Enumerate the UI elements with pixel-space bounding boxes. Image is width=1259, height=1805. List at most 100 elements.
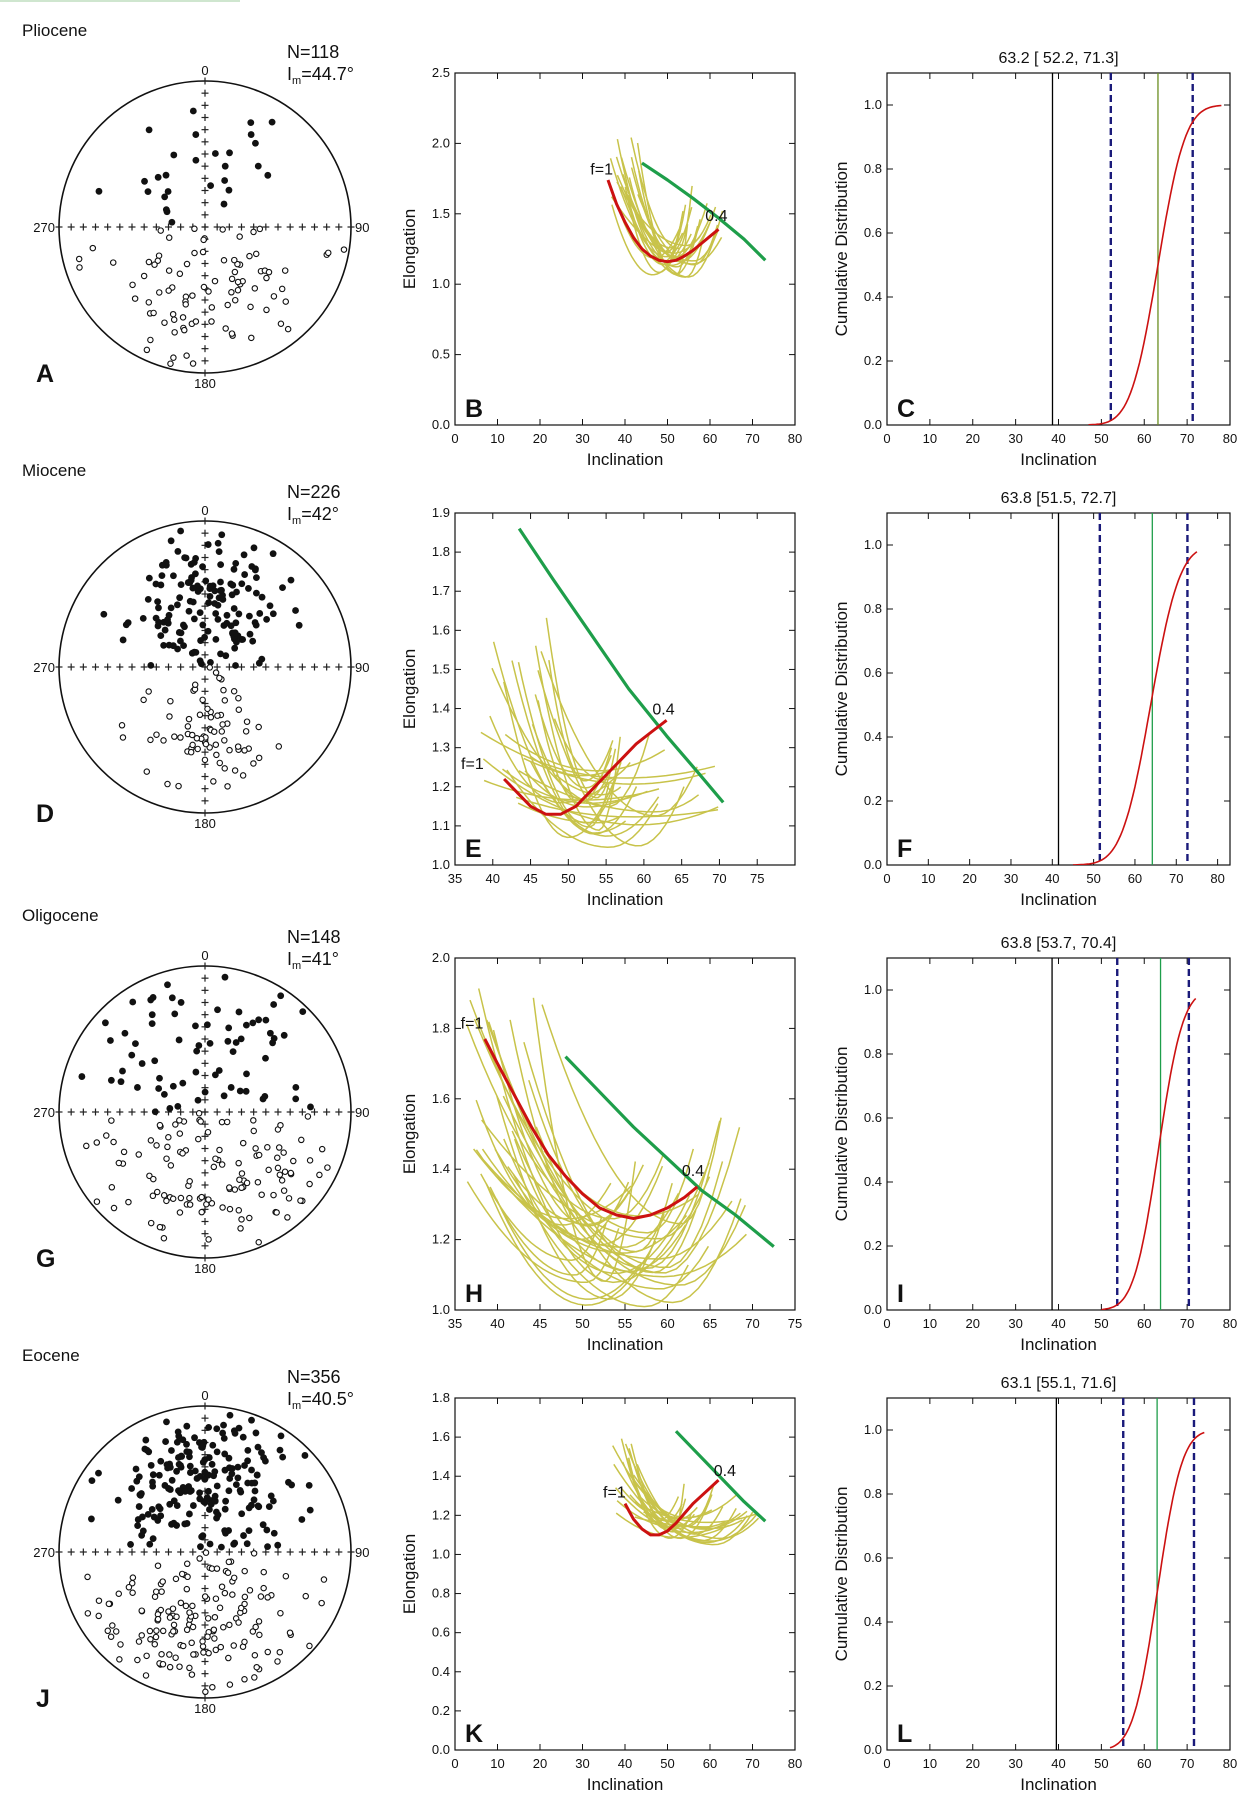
pole-point-open [280, 1149, 287, 1156]
pole-point-filled [147, 996, 155, 1004]
pole-point-filled [148, 1011, 156, 1019]
pole-point-filled [244, 1446, 252, 1454]
pole-point-open [205, 288, 212, 295]
pole-point-open [236, 1176, 243, 1183]
pole-point-filled [149, 1535, 157, 1543]
x-tick-label: 60 [637, 871, 651, 886]
x-tick-label: 45 [533, 1316, 547, 1331]
pole-point-open [163, 1197, 170, 1205]
pole-point-open [241, 1600, 248, 1608]
pole-point-open [284, 1214, 291, 1221]
best-fit-curve [623, 1479, 720, 1537]
pole-point-open [212, 1646, 220, 1654]
pole-point-open [176, 1130, 184, 1137]
bootstrap-curve [620, 186, 704, 278]
chart-title: 63.8 [51.5, 72.7] [1001, 490, 1117, 507]
pole-point-filled [210, 1472, 218, 1480]
pole-point-open [166, 1614, 174, 1621]
pole-point-open [223, 1118, 231, 1126]
pole-point-filled [247, 119, 255, 127]
pole-point-open [219, 1204, 226, 1211]
pole-point-filled [166, 1486, 174, 1493]
pole-point-filled [211, 150, 219, 157]
pole-point-open [231, 767, 239, 774]
pole-point-filled [252, 565, 259, 573]
pole-point-filled [171, 1010, 179, 1018]
y-tick-label: 0.2 [864, 793, 882, 808]
pole-point-open [186, 1177, 193, 1185]
x-tick-label: 0 [451, 431, 458, 446]
pole-point-filled [192, 156, 200, 164]
pole-point-filled [263, 615, 271, 623]
pole-point-filled [279, 1453, 287, 1461]
pole-point-open [246, 252, 253, 260]
pole-point-filled [147, 1461, 155, 1469]
pole-point-open [216, 674, 223, 682]
pole-point-filled [78, 1073, 86, 1080]
pole-point-filled [129, 998, 137, 1006]
y-tick-label: 1.4 [432, 1161, 450, 1176]
pole-point-open [154, 1615, 162, 1623]
pole-point-open [158, 1650, 165, 1658]
pole-point-filled [173, 1502, 181, 1509]
pole-point-open [108, 1117, 115, 1124]
pole-point-open [212, 741, 220, 748]
curve-annotation: 0.4 [652, 701, 674, 718]
pole-point-open [138, 1607, 145, 1614]
pole-point-filled [255, 1016, 263, 1024]
x-tick-label: 20 [533, 1756, 547, 1771]
pole-point-filled [199, 1442, 207, 1449]
pole-point-open [76, 264, 83, 271]
panel-letter: K [465, 1720, 483, 1748]
pole-point-filled [206, 1506, 213, 1513]
bootstrap-curve [496, 1095, 665, 1300]
y-tick-label: 0.6 [864, 225, 882, 240]
pole-point-filled [235, 1424, 243, 1432]
pole-point-open [231, 1186, 239, 1193]
pole-point-open [183, 260, 191, 268]
pole-point-open [208, 318, 215, 325]
pole-point-filled [225, 1024, 233, 1032]
elongation-chart: 0 10 20 30 40 50 60 70 80 0.0 0.2 0.4 0.6 0.8 1.0 1.2 1.… [400, 1390, 802, 1794]
pole-point-open [177, 1194, 185, 1202]
panel-letter: F [897, 835, 912, 863]
pole-point-filled [168, 1520, 175, 1528]
pole-point-open [274, 1154, 281, 1162]
pole-point-open [250, 1127, 258, 1135]
pole-point-open [147, 1219, 155, 1227]
mean-inclination-value: =42° [301, 504, 339, 524]
y-tick-label: 0.4 [864, 1614, 882, 1629]
curve-annotation: f=1 [461, 1015, 484, 1032]
pole-point-filled [205, 1487, 212, 1495]
pole-point-filled [175, 1487, 182, 1495]
bootstrap-curve [482, 758, 719, 826]
pole-point-filled [230, 605, 238, 612]
pole-point-filled [252, 139, 259, 147]
pole-point-filled [292, 607, 299, 614]
x-tick-label: 30 [1004, 871, 1018, 886]
mean-inclination-value: =40.5° [301, 1389, 354, 1409]
pole-point-filled [238, 580, 246, 588]
pole-point-open [147, 736, 154, 744]
y-tick-label: 0.8 [864, 161, 882, 176]
pole-point-open [188, 731, 196, 739]
pole-point-filled [95, 1469, 102, 1477]
pole-point-open [89, 244, 97, 252]
pole-point-filled [173, 1522, 181, 1529]
pole-point-open [204, 1615, 212, 1622]
pole-point-open [172, 1575, 180, 1583]
pole-point-filled [189, 107, 197, 115]
pole-point-filled [215, 1067, 223, 1074]
pole-point-open [160, 737, 167, 744]
pole-point-open [250, 760, 257, 767]
stereonet-label-180: 180 [194, 376, 216, 391]
pole-point-filled [218, 531, 226, 539]
x-tick-label: 70 [745, 431, 759, 446]
pole-point-open [199, 248, 207, 256]
pole-point-filled [186, 1462, 194, 1470]
pole-point-open [165, 267, 173, 274]
pole-point-open [264, 1648, 272, 1656]
pole-point-open [217, 1643, 225, 1651]
pole-point-open [84, 1610, 92, 1617]
